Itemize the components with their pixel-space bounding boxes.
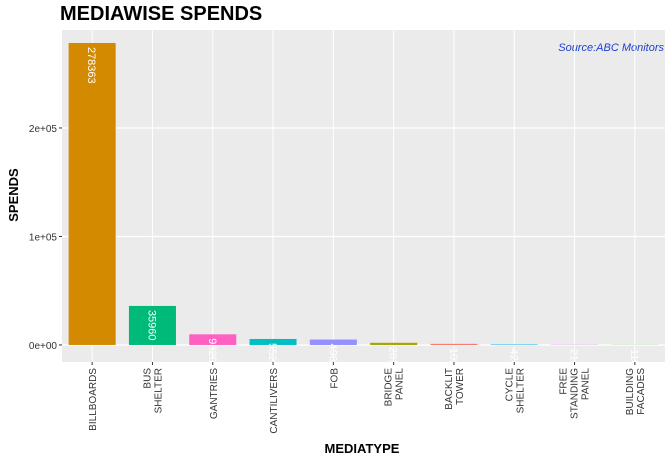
chart-title: MEDIAWISE SPENDS (60, 3, 262, 25)
bar (128, 305, 176, 345)
x-tick-label: CYCLESHELTER (504, 368, 526, 414)
value-label: 2010 (387, 347, 399, 371)
y-tick-label: 1e+05 (29, 232, 58, 243)
x-axis-title: MEDIATYPE (325, 441, 400, 456)
x-tick-label: BUSSHELTER (142, 368, 164, 414)
bar (370, 342, 418, 345)
value-label: 420 (507, 349, 519, 367)
x-tick-label: BRIDGEPANEL (384, 368, 406, 407)
x-tick-label: CANTILIVERS (269, 368, 280, 434)
value-label: 5524 (266, 343, 278, 367)
bar (309, 339, 357, 345)
value-label: 9820 (206, 338, 218, 362)
y-tick-label: 2e+05 (29, 124, 58, 135)
x-tick-label: FOB (329, 368, 340, 389)
value-label: 4986 (326, 344, 338, 368)
value-label: 110 (628, 349, 640, 367)
x-tick-label: BACKLITTOWER (444, 368, 466, 410)
source-annotation: Source:ABC Monitors (558, 42, 664, 54)
x-tick-label: FREESTANDINGPANEL (559, 368, 592, 419)
y-axis-title: SPENDS (6, 168, 21, 222)
value-label: 210 (568, 349, 580, 367)
bar (189, 334, 237, 345)
value-label: 1020 (447, 348, 459, 372)
y-tick-label: 0e+00 (29, 341, 58, 352)
value-label: 278363 (85, 47, 97, 84)
bar (430, 343, 478, 345)
x-tick-label: BILLBOARDS (88, 368, 99, 431)
value-label: 35960 (145, 310, 157, 341)
x-tick-label: GANTRIES (209, 368, 220, 419)
bar (68, 42, 116, 345)
x-tick-label: BUILDINGFACADES (625, 368, 647, 416)
bar (249, 338, 297, 345)
